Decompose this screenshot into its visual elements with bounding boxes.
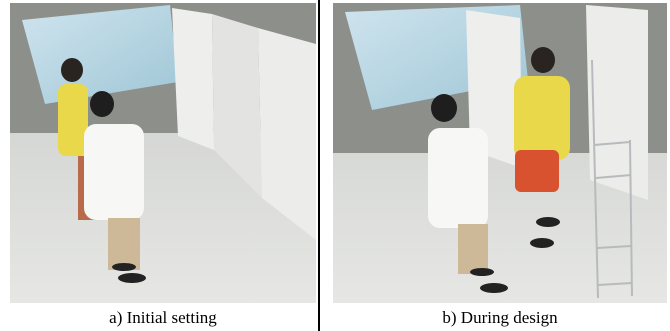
photo-during-design [333, 3, 667, 303]
person-shirt [428, 128, 488, 228]
person-legs [108, 218, 140, 270]
figure: a) Initial setting b) During design [0, 0, 670, 331]
person-shoe [112, 263, 136, 271]
person-shoe [536, 217, 560, 227]
person-shirt [84, 124, 144, 220]
page: a) Initial setting b) During design (() … [0, 0, 670, 331]
person-shirt [58, 84, 88, 156]
person-head [531, 47, 555, 73]
photo-initial-setting [10, 3, 316, 303]
caption: b) During design [442, 308, 558, 327]
person-shirt [514, 76, 570, 160]
person-legs [458, 224, 488, 274]
panel [172, 8, 214, 150]
person-head [431, 94, 457, 122]
person-shoe [480, 283, 508, 293]
person-shoe [118, 273, 146, 283]
person-shorts [515, 150, 559, 192]
person-shoe [470, 268, 494, 276]
person-shoe [530, 238, 554, 248]
person-head [90, 91, 114, 117]
person-head [61, 58, 83, 82]
caption: a) Initial setting [109, 308, 217, 327]
